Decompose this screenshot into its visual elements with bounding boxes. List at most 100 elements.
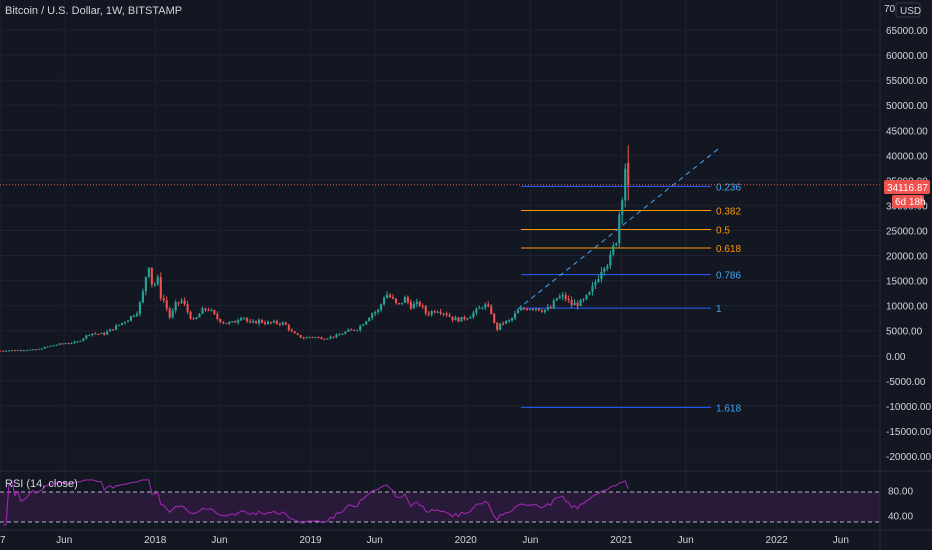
candle-body (0, 350, 2, 352)
candle-body (460, 317, 463, 322)
candle-body (153, 283, 156, 285)
time-axis[interactable]: 17 Jun 2018 Jun 2019 Jun 2020 Jun 2021 Jun 2022 Jun (0, 535, 849, 546)
candle-body (25, 350, 28, 352)
candle-body (412, 303, 415, 309)
candle-body (359, 325, 362, 331)
price-tick-label: 60000.00 (886, 51, 928, 62)
candle-body (135, 313, 138, 316)
fib-level-label: 0.236 (716, 182, 741, 193)
candle-body (448, 315, 451, 317)
candle-body (213, 310, 216, 315)
rsi-line (3, 479, 629, 526)
candle-body (487, 304, 490, 307)
candle-body (335, 334, 338, 338)
candle-body (591, 285, 594, 292)
candle-body (147, 267, 150, 277)
top-tick-label: 70 (884, 4, 896, 15)
candle-body (67, 343, 70, 345)
candle-body (40, 348, 43, 350)
candle-body (567, 299, 570, 301)
candle-body (371, 313, 374, 319)
candle-body (85, 335, 88, 339)
time-tick-label: Jun (678, 535, 694, 546)
candle-body (180, 300, 183, 303)
candle-body (323, 339, 326, 341)
candle-body (121, 322, 124, 325)
candle-body (329, 336, 332, 339)
rsi-tick-label: 80.00 (888, 487, 913, 498)
candle-body (73, 341, 76, 344)
candle-body (299, 334, 302, 338)
candle-body (195, 317, 198, 319)
candle-body (37, 348, 40, 350)
candle-body (618, 214, 621, 244)
candle-body (514, 313, 517, 319)
time-tick-label: Jun (833, 535, 849, 546)
fib-level-label: 1.618 (716, 403, 741, 414)
candle-body (594, 282, 597, 286)
candle-body (43, 347, 46, 349)
candle-body (222, 322, 225, 324)
candle-body (475, 308, 478, 313)
candle-body (380, 304, 383, 310)
fib-level-label: 0.618 (716, 244, 741, 255)
rsi-axis: 80.00 40.00 (888, 487, 913, 523)
candle-body (519, 308, 523, 311)
candle-body (88, 335, 91, 337)
candle-body (576, 302, 579, 307)
candle-body (436, 311, 439, 313)
candle-body (338, 334, 341, 336)
candle-body (13, 350, 16, 352)
time-tick-label: 2019 (299, 535, 322, 546)
candle-body (493, 313, 496, 323)
candle-body (177, 302, 180, 304)
price-tick-label: -5000.00 (886, 377, 926, 388)
time-tick-label: Jun (56, 535, 72, 546)
candle-body (403, 297, 406, 303)
last-price-tag: 34116.87 6d 18h (884, 180, 930, 208)
countdown-tag-bg (892, 195, 924, 208)
candle-body (82, 338, 85, 341)
candle-body (186, 304, 189, 312)
price-tick-label: 20000.00 (886, 252, 928, 263)
rsi-band (0, 492, 880, 522)
candle-body (388, 294, 392, 298)
candle-body (293, 331, 296, 334)
candle-body (34, 349, 37, 351)
candle-body (192, 318, 195, 320)
candle-body (4, 350, 7, 352)
candle-body (28, 349, 31, 351)
candle-body (517, 310, 520, 314)
candle-body (585, 294, 588, 300)
candle-body (126, 320, 130, 323)
candle-body (484, 304, 487, 308)
candle-body (549, 307, 552, 309)
candlestick-series[interactable] (0, 145, 630, 352)
candle-body (183, 300, 186, 305)
candle-body (129, 316, 133, 321)
candle-body (502, 323, 505, 325)
candle-body (144, 276, 147, 292)
candle-body (249, 321, 252, 323)
fib-level-label: 0.382 (716, 206, 741, 217)
currency-badge[interactable]: USD (895, 2, 921, 18)
candle-body (243, 317, 246, 319)
candle-body (240, 318, 243, 321)
time-tick-label: Jun (367, 535, 383, 546)
candle-body (368, 318, 371, 322)
price-tick-label: 65000.00 (886, 26, 928, 37)
candle-body (609, 254, 612, 266)
currency-label: USD (900, 6, 921, 17)
candle-body (496, 322, 499, 330)
candle-body (91, 333, 94, 336)
rsi-tick-label: 40.00 (888, 512, 913, 523)
fibonacci-retracement[interactable]: 0.236 0.382 0.5 0.618 0.786 1 1.618 (521, 182, 741, 414)
candle-body (266, 321, 269, 325)
candle-body (231, 321, 234, 323)
candle-body (430, 311, 433, 315)
candle-body (257, 319, 261, 324)
candle-body (525, 308, 529, 310)
candle-body (579, 299, 582, 307)
candle-body (61, 343, 64, 345)
